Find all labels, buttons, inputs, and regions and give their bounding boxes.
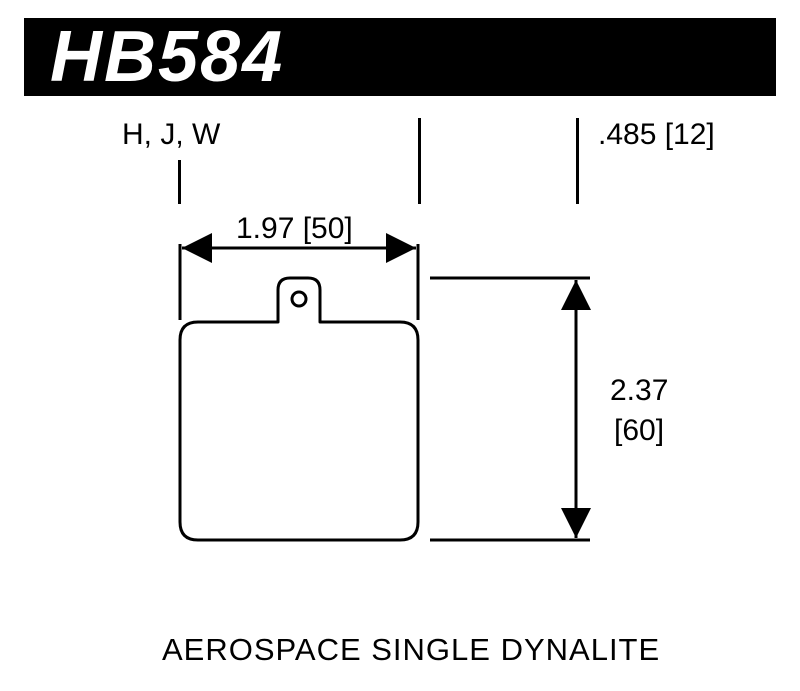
brake-pad-diagram [0, 0, 800, 691]
